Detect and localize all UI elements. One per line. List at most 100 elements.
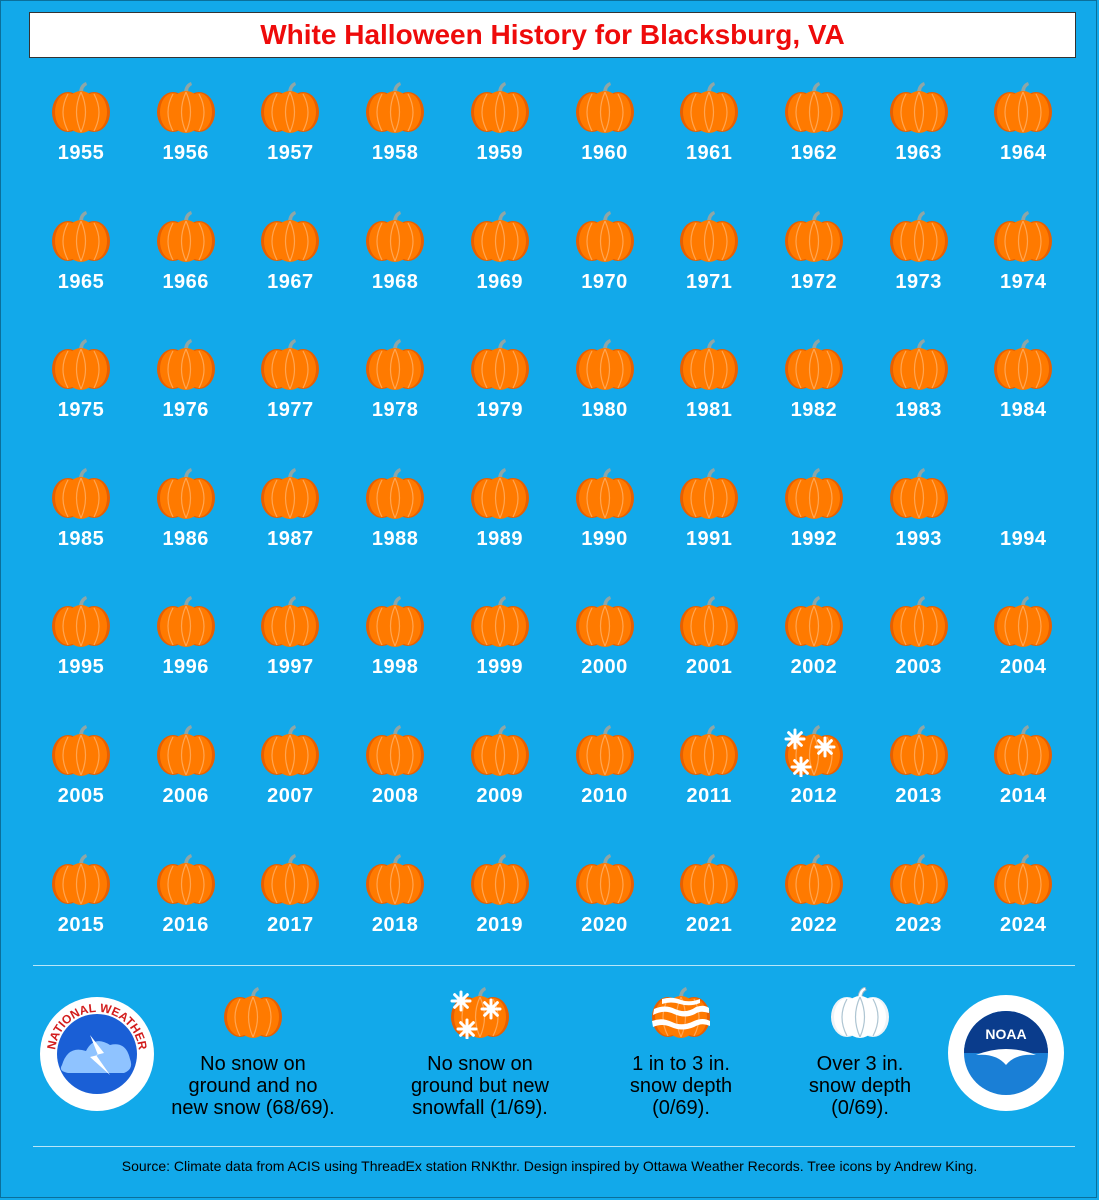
pumpkin-icon	[469, 853, 531, 906]
pumpkin-icon	[574, 596, 636, 648]
year-label: 2006	[162, 785, 209, 807]
year-cell: 2016	[134, 852, 238, 952]
year-cell: 1964	[971, 80, 1075, 180]
pumpkin-icon	[364, 596, 426, 648]
pumpkin-icon	[259, 725, 321, 777]
pumpkin-icon	[364, 339, 426, 391]
year-cell: 1997	[238, 594, 342, 694]
year-label: 2022	[790, 913, 838, 936]
year-label: 1990	[581, 527, 628, 550]
year-label: 2013	[895, 785, 942, 807]
year-cell: 1987	[238, 466, 342, 566]
year-cell: 2001	[657, 594, 761, 694]
pumpkin-icon	[155, 210, 217, 263]
pumpkin-icon	[259, 210, 321, 263]
year-cell: 2015	[29, 852, 133, 952]
year-label: 2017	[267, 913, 314, 936]
year-label: 1964	[1000, 142, 1047, 164]
empty-icon-slot	[992, 468, 1054, 520]
year-label: 2007	[267, 785, 314, 807]
noaa-logo-icon: NOAA	[946, 993, 1066, 1118]
year-label: 2021	[685, 913, 733, 936]
year-cell: 2008	[343, 723, 447, 823]
year-label: 1997	[267, 656, 314, 679]
year-label: 1956	[162, 142, 209, 164]
pumpkin-icon	[574, 339, 636, 391]
year-label: 1982	[790, 399, 838, 422]
year-label: 1978	[371, 399, 419, 422]
year-label: 1968	[371, 270, 419, 293]
pumpkin-icon	[783, 853, 845, 906]
year-cell: 2005	[29, 723, 133, 823]
year-label: 1980	[581, 399, 628, 422]
year-label: 1993	[895, 527, 942, 550]
year-label: 1957	[267, 142, 314, 164]
year-cell: 1975	[29, 337, 133, 437]
year-cell: 1998	[343, 594, 447, 694]
pumpkin-icon	[888, 210, 950, 263]
pumpkin-icon	[888, 725, 950, 777]
pumpkin-icon	[155, 853, 217, 906]
pumpkin-icon	[783, 210, 845, 263]
pumpkin-icon	[50, 853, 112, 906]
pumpkin-icon	[155, 725, 217, 777]
year-cell: 1971	[657, 209, 761, 309]
pumpkin-icon	[992, 82, 1054, 134]
pumpkin-icon	[574, 82, 636, 134]
year-cell: 2022	[762, 852, 866, 952]
pumpkin-icon	[155, 596, 217, 648]
year-label: 1979	[476, 399, 524, 422]
year-label: 2019	[476, 913, 524, 936]
striped-snow-pumpkin-icon	[650, 987, 712, 1039]
year-label: 1974	[1000, 270, 1047, 293]
year-label: 2002	[790, 656, 838, 679]
year-label: 1959	[476, 142, 524, 164]
pumpkin-icon	[888, 82, 950, 134]
year-cell: 2018	[343, 852, 447, 952]
year-label: 1988	[371, 527, 419, 550]
pumpkin-icon	[574, 853, 636, 906]
year-label: 1994	[1000, 527, 1047, 550]
year-label: 1999	[476, 656, 524, 679]
pumpkin-icon	[259, 82, 321, 134]
year-cell: 1963	[867, 80, 971, 180]
legend-text: No snow on ground and no new snow (68/69…	[171, 1053, 335, 1119]
noaa-logo-text: NOAA	[985, 1026, 1026, 1042]
pumpkin-icon	[50, 467, 112, 520]
year-cell: 2017	[238, 852, 342, 952]
year-label: 1970	[581, 270, 628, 293]
year-cell: 1959	[448, 80, 552, 180]
year-cell: 1989	[448, 466, 552, 566]
year-cell: 1984	[971, 337, 1075, 437]
year-label: 2014	[1000, 785, 1047, 807]
pumpkin-icon	[469, 596, 531, 648]
pumpkin-icon	[469, 82, 531, 134]
year-cell: 1961	[657, 80, 761, 180]
legend-top-divider	[33, 965, 1075, 966]
year-cell: 1977	[238, 337, 342, 437]
year-label: 1996	[162, 656, 209, 679]
pumpkin-icon	[469, 467, 531, 520]
year-cell: 1972	[762, 209, 866, 309]
pumpkin-icon	[259, 467, 321, 520]
year-cell: 1962	[762, 80, 866, 180]
year-label: 2004	[1000, 656, 1047, 679]
pumpkin-icon	[783, 339, 845, 391]
pumpkin-icon	[259, 853, 321, 906]
year-label: 1985	[57, 527, 105, 550]
year-cell: 2023	[867, 852, 971, 952]
year-cell: 2009	[448, 723, 552, 823]
year-label: 1986	[162, 527, 209, 550]
year-cell: 1988	[343, 466, 447, 566]
year-cell: 1994	[971, 466, 1075, 566]
pumpkin-icon	[364, 210, 426, 263]
pumpkin-icon	[678, 596, 740, 648]
pumpkin-icon	[992, 339, 1054, 391]
year-cell: 2019	[448, 852, 552, 952]
year-cell: 2010	[553, 723, 657, 823]
year-label: 2016	[162, 913, 209, 936]
year-cell: 2013	[867, 723, 971, 823]
page-title: White Halloween History for Blacksburg, …	[260, 19, 845, 50]
legend-item-no-snow: No snow on ground and no new snow (68/69…	[153, 985, 353, 1119]
year-label: 1983	[895, 399, 942, 422]
